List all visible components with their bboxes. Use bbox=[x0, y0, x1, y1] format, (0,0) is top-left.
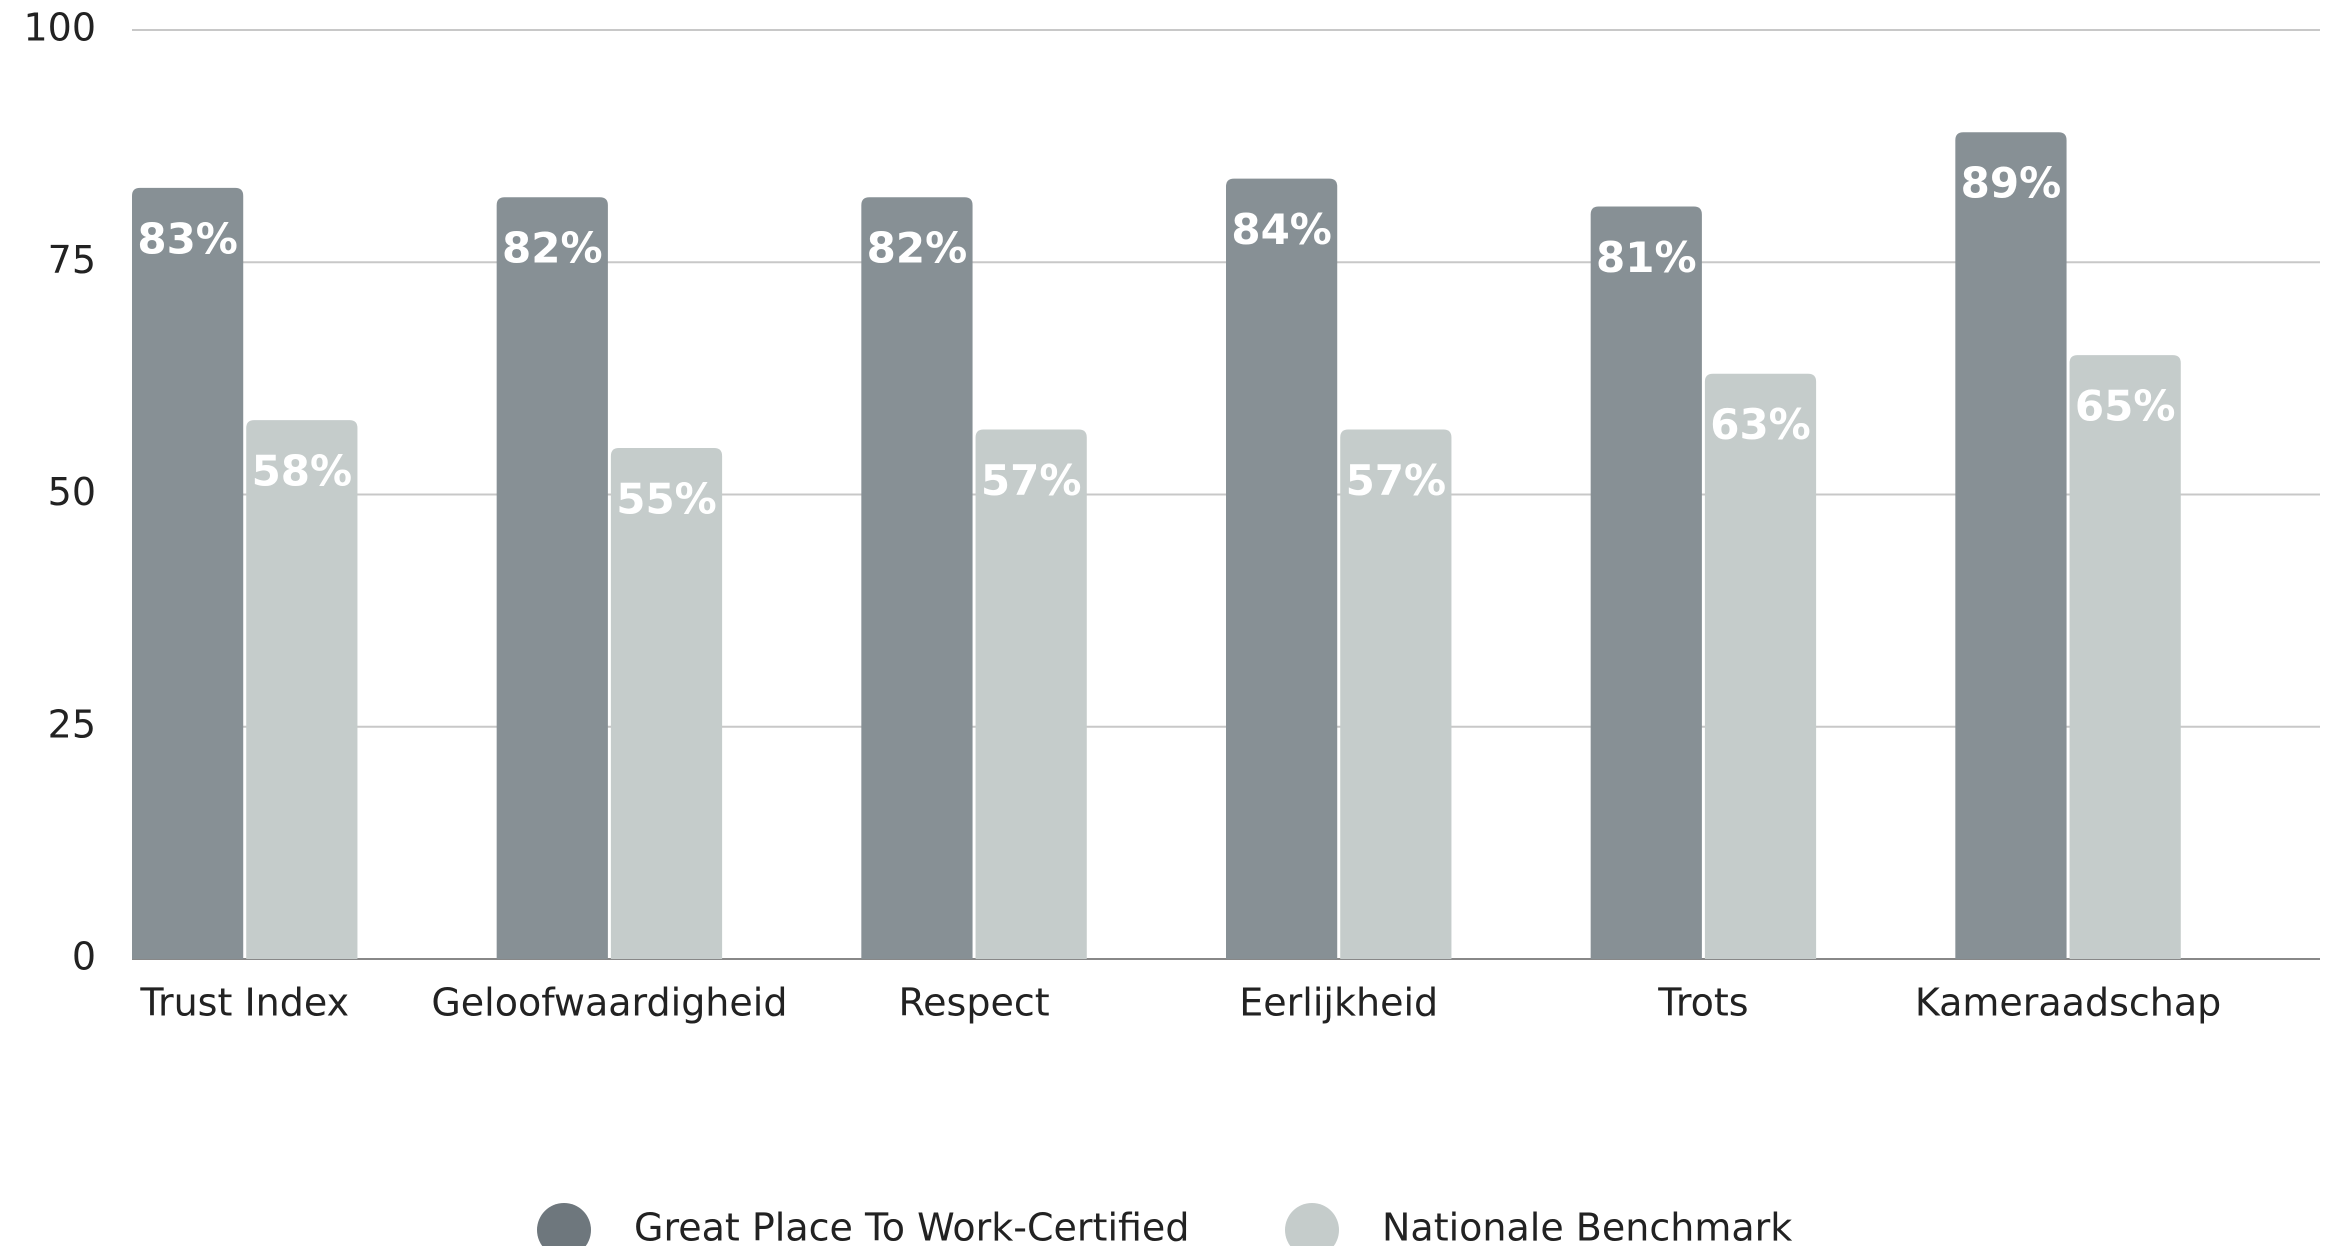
x-tick-label: Kameraadschap bbox=[1915, 981, 2221, 1025]
bar bbox=[1590, 206, 1702, 959]
bar bbox=[610, 448, 723, 959]
data-label: 81% bbox=[1596, 233, 1697, 282]
data-label: 84% bbox=[1231, 205, 1332, 254]
x-tick-label: Trust Index bbox=[139, 981, 349, 1025]
bar bbox=[975, 429, 1087, 960]
y-tick-label: 100 bbox=[23, 6, 96, 50]
bar bbox=[2069, 355, 2181, 959]
x-tick-label: Eerlijkheid bbox=[1239, 981, 1438, 1025]
bar bbox=[1226, 178, 1338, 959]
legend-label: Nationale Benchmark bbox=[1382, 1206, 1792, 1246]
data-label: 63% bbox=[1710, 400, 1811, 449]
bar bbox=[1955, 132, 2067, 959]
data-label: 89% bbox=[1961, 159, 2062, 208]
x-tick-label: Geloofwaardigheid bbox=[431, 981, 787, 1025]
bar bbox=[1340, 429, 1452, 960]
bar bbox=[1704, 373, 1817, 960]
data-label: 58% bbox=[252, 447, 353, 496]
x-tick-label: Trots bbox=[1657, 981, 1748, 1025]
data-label: 82% bbox=[867, 224, 968, 273]
data-label: 57% bbox=[981, 456, 1082, 505]
legend-swatch bbox=[1285, 1203, 1339, 1246]
bar bbox=[246, 420, 358, 959]
bar bbox=[496, 197, 608, 960]
data-label: 82% bbox=[502, 224, 603, 273]
y-tick-label: 75 bbox=[48, 238, 96, 282]
bar bbox=[132, 187, 244, 959]
legend-label: Great Place To Work-Certified bbox=[634, 1206, 1189, 1246]
x-tick-label: Respect bbox=[898, 981, 1049, 1025]
y-tick-label: 50 bbox=[48, 470, 96, 514]
y-tick-label: 25 bbox=[48, 702, 96, 746]
data-label: 83% bbox=[137, 214, 238, 263]
data-label: 55% bbox=[616, 475, 717, 524]
data-label: 65% bbox=[2075, 382, 2176, 431]
bar bbox=[861, 197, 973, 960]
legend-swatch bbox=[537, 1203, 591, 1246]
data-label: 57% bbox=[1346, 456, 1447, 505]
y-tick-label: 0 bbox=[72, 935, 96, 979]
